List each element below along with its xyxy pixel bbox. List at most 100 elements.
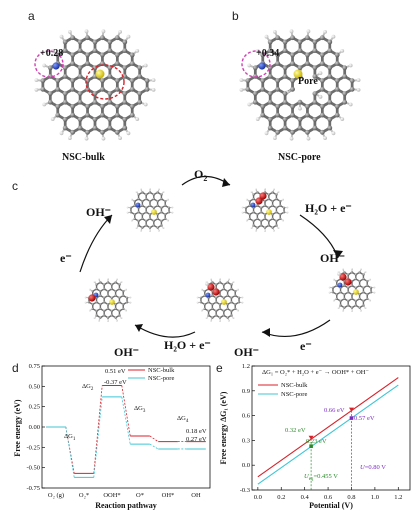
carbon-atom [141,191,144,194]
carbon-atom [95,283,98,286]
carbon-atom [125,296,129,300]
carbon-atom [275,210,278,214]
carbon-atom [342,91,348,97]
annot-dg2: ΔG2 [82,383,94,392]
carbon-atom [47,91,53,97]
carbon-atom [259,219,263,223]
annot-dg3: ΔG3 [134,405,146,414]
hydrogen-atom [342,268,345,271]
carbon-atom [335,284,338,287]
hydrogen-atom [306,29,311,34]
hydrogen-atom [241,301,244,304]
carbon-atom [107,116,113,122]
carbon-atom [129,206,133,210]
hydrogen-atom [239,78,244,83]
carbon-atom [85,112,90,118]
hydrogen-atom [120,317,123,320]
sulfur-atom [293,69,303,79]
carbon-atom [282,125,288,131]
carbon-atom [362,304,365,307]
hydrogen-atom [88,309,91,312]
carbon-atom [290,35,295,41]
ytick-label: -0.75 [26,485,40,492]
hydrogen-atom [241,211,244,214]
carbon-atom [267,125,273,131]
hydrogen-atom [264,34,269,39]
carbon-atom [237,296,241,300]
carbon-atom [156,226,159,229]
hydrogen-atom [318,71,323,76]
carbon-atom [312,73,318,79]
carbon-atom [92,116,98,122]
carbon-atom [305,52,310,58]
carbon-atom [267,219,271,223]
carbon-atom [55,112,61,118]
carbon-atom [55,104,61,109]
carbon-atom [203,289,206,293]
xtick-label: O* [136,492,144,499]
carbon-atom [366,297,369,301]
carbon-atom [346,290,350,294]
hydrogen-atom [255,117,260,122]
carbon-atom [99,316,102,319]
carbon-atom [358,293,361,296]
carbon-atom [129,86,135,92]
carbon-atom [358,306,361,309]
carbon-atom [362,273,365,276]
carbon-atom [267,193,271,196]
carbon-atom [267,224,271,227]
oxygen-atom [339,273,347,281]
carbon-atom [110,309,114,313]
label-o2: O2 [194,167,207,183]
carbon-atom [55,78,61,84]
carbon-atom [114,86,120,92]
carbon-atom [312,116,318,122]
hydrogen-atom [126,131,131,136]
carbon-atom [297,116,303,122]
carbon-atom [230,309,233,313]
hydrogen-atom [68,136,72,141]
carbon-atom [271,191,274,194]
ytick-label: 0.6 [242,413,251,420]
carbon-atom [148,204,152,207]
carbon-atom [327,125,333,131]
carbon-atom [95,287,98,291]
hydrogen-atom [289,29,294,34]
carbon-atom [354,299,358,303]
carbon-atom [297,65,303,71]
panel-label-e: e [216,361,223,375]
carbon-atom [256,226,259,229]
hydrogen-atom [264,188,266,191]
hydrogen-atom [250,227,253,230]
marker-023 [309,444,313,448]
hydrogen-atom [250,190,253,193]
carbon-atom [331,286,335,290]
carbon-atom [129,78,135,84]
hydrogen-atom [255,229,258,232]
carbon-atom [77,116,83,122]
carbon-atom [234,289,237,293]
connector-bulk [121,385,131,437]
carbon-atom [156,204,159,207]
carbon-atom [305,129,310,135]
hydrogen-atom [125,309,128,312]
hydrogen-atom [130,219,133,222]
carbon-atom [122,73,128,79]
carbon-atom [369,286,373,290]
carbon-atom [118,309,121,313]
carbon-atom [256,213,259,216]
hydrogen-atom [323,29,327,34]
carbon-atom [334,112,340,118]
carbon-atom [62,48,68,54]
carbon-atom [55,86,61,92]
hydrogen-atom [162,190,165,193]
chart-d-xlabel: Reaction pathway [95,501,157,510]
hydrogen-atom [286,206,289,209]
carbon-atom [327,48,333,54]
carbon-atom [362,299,365,303]
carbon-atom [107,99,113,105]
carbon-atom [327,65,333,71]
carbon-atom [267,73,273,79]
cluster-molecule [196,278,244,322]
carbon-atom [207,309,210,313]
